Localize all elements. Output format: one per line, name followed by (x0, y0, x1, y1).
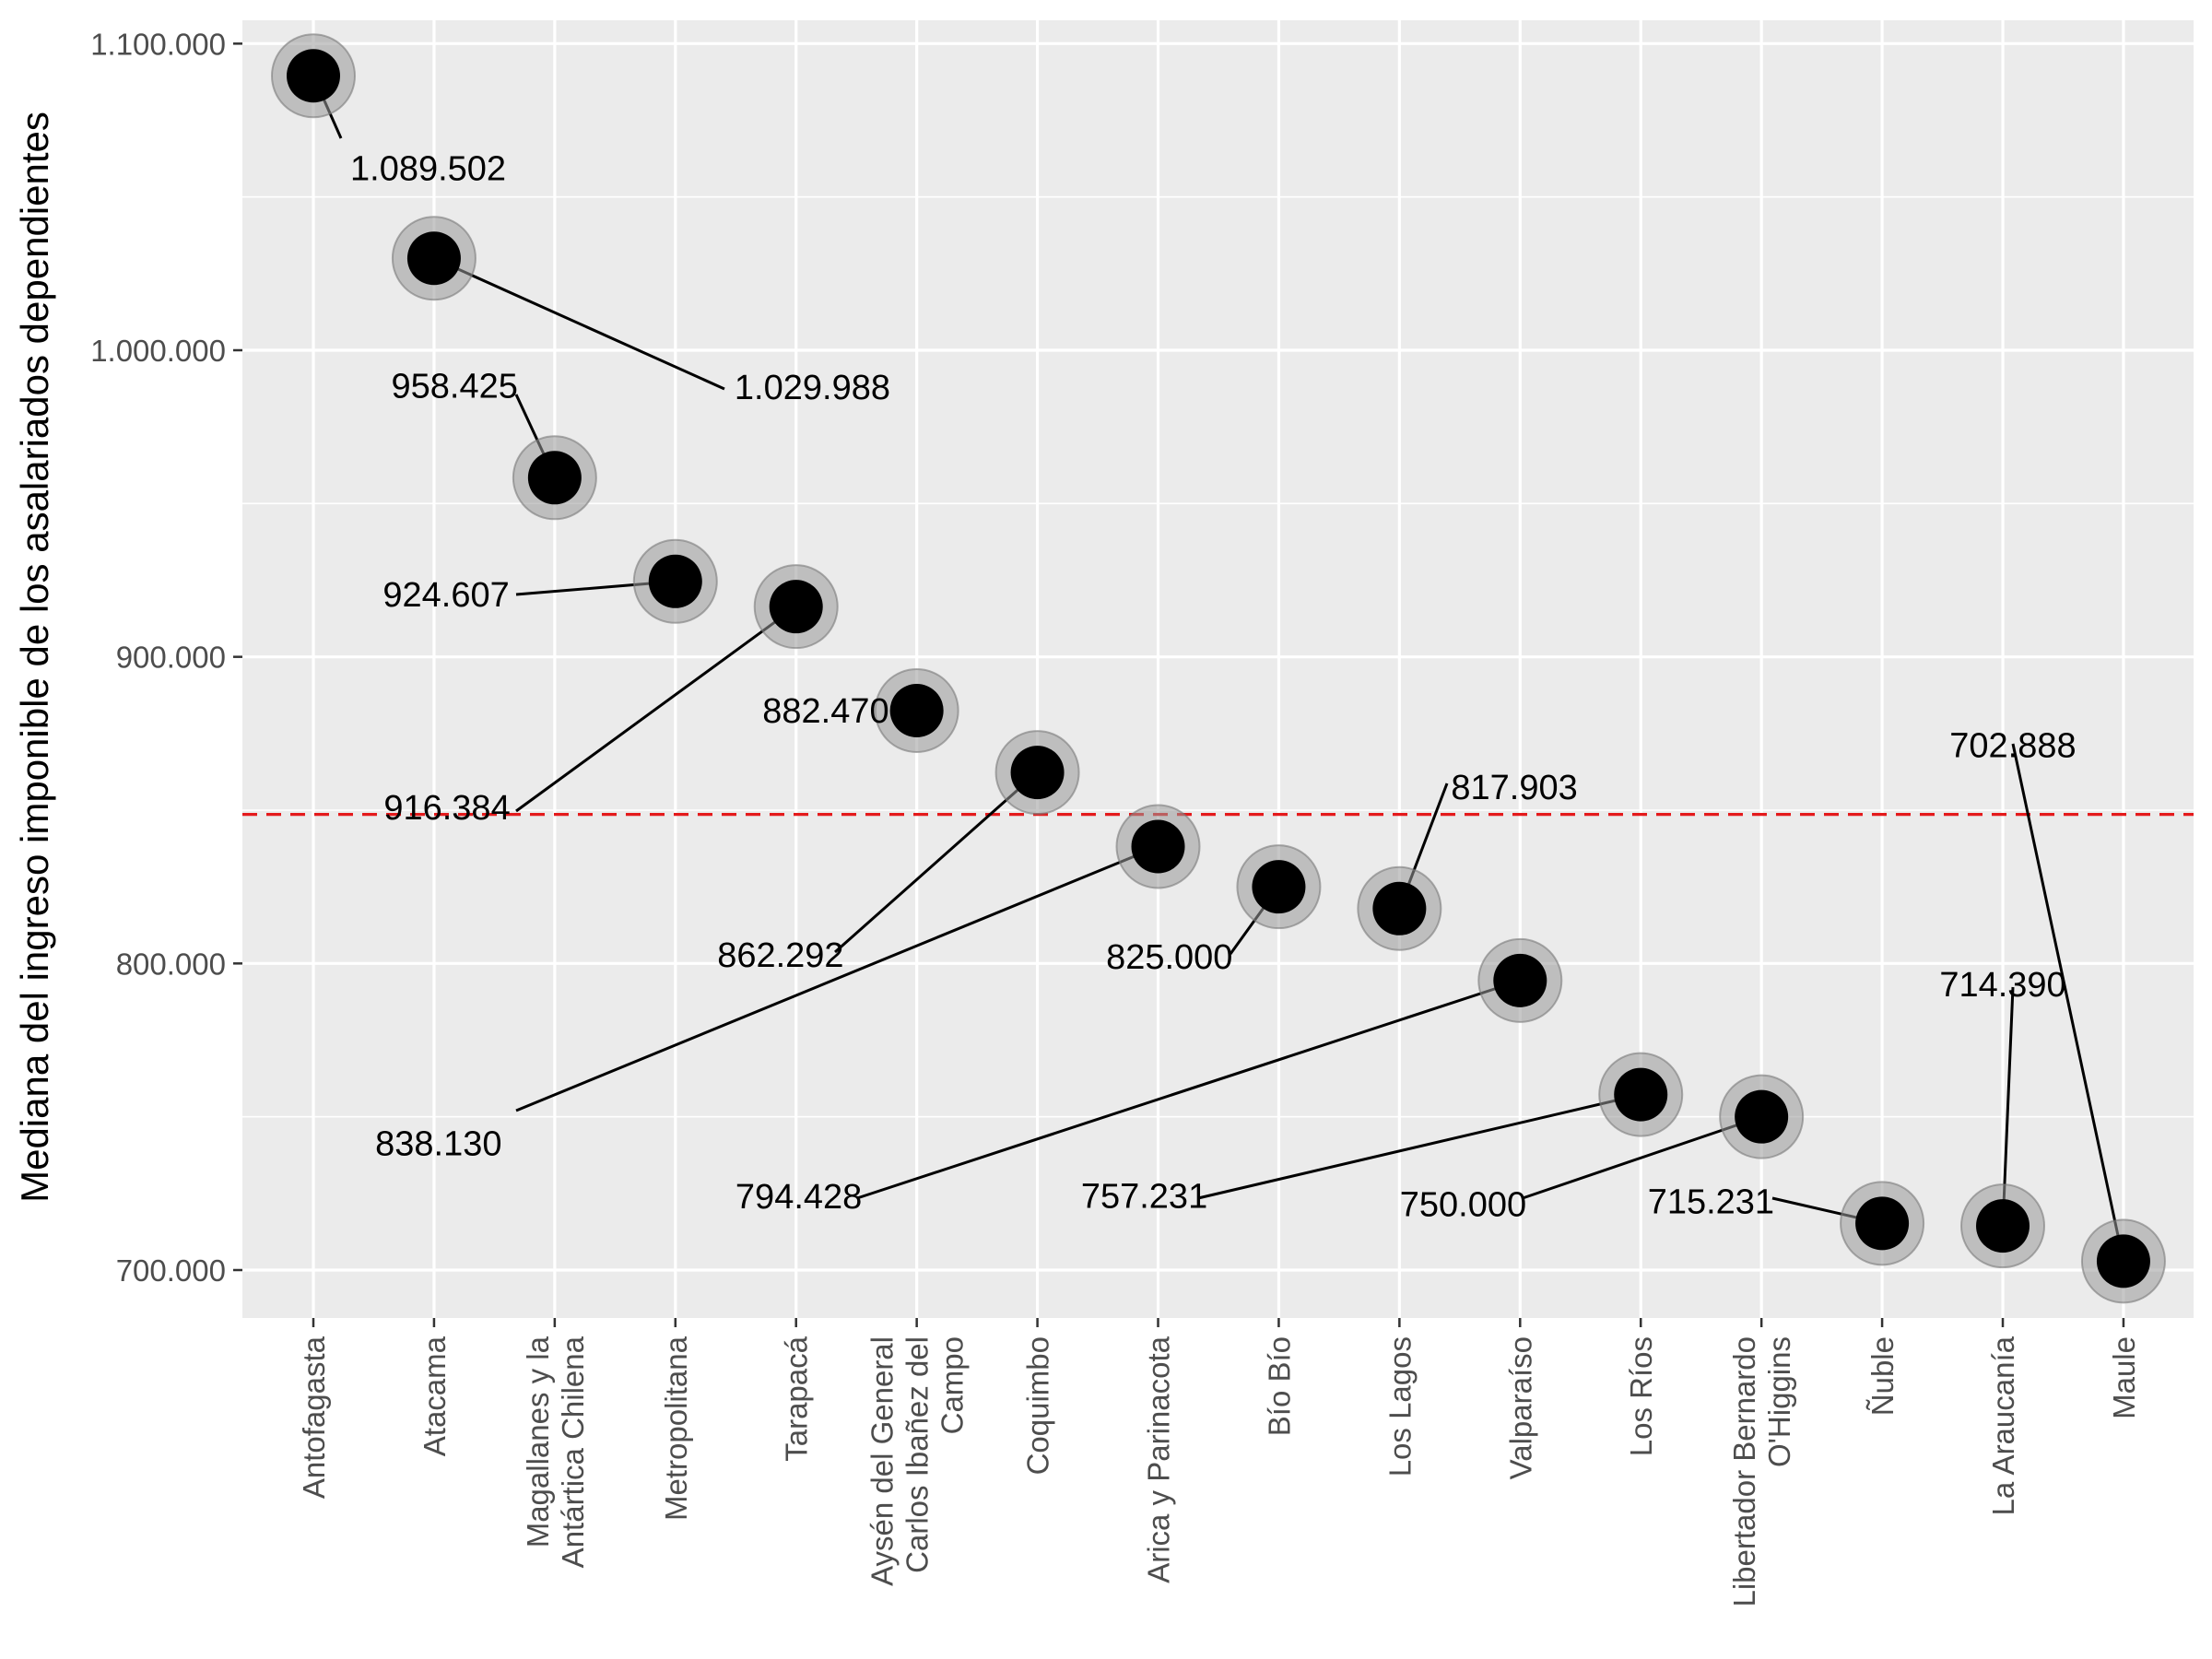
x-tick-label: La Araucanía (1986, 1335, 2020, 1515)
x-tick-label-line: Magallanes y la (521, 1335, 555, 1547)
data-point (406, 231, 461, 286)
x-tick-label-line: Carlos Ibañez del (900, 1336, 935, 1573)
x-tick-label-line: Antofagasta (297, 1335, 331, 1499)
label-leader (1197, 1093, 1641, 1200)
x-tick-label: Los Ríos (1624, 1336, 1658, 1456)
data-label: 757.231 (1081, 1178, 1207, 1217)
x-tick-label-line: Coquimbo (1021, 1336, 1055, 1475)
x-tick-label: Coquimbo (1021, 1336, 1055, 1475)
x-tick-label-line: Los Ríos (1624, 1336, 1658, 1456)
data-label: 958.425 (391, 367, 517, 406)
x-tick-label-line: Los Lagos (1382, 1336, 1417, 1477)
x-tick-label-line: Metropolitana (659, 1335, 693, 1521)
data-label: 1.029.988 (735, 369, 890, 407)
y-tick-label: 900.000 (116, 641, 226, 675)
x-tick-label: Maule (2107, 1336, 2141, 1419)
data-point (1372, 881, 1427, 935)
data-label: 794.428 (735, 1178, 862, 1217)
data-label: 924.607 (382, 576, 509, 615)
x-axis: Antofagasta Atacama Magallanes y la Antárti… (297, 1318, 2141, 1607)
data-point (648, 554, 702, 608)
x-tick-label-line: Aysén del General (865, 1336, 900, 1586)
x-tick-label-line: Ñuble (1865, 1336, 1900, 1416)
x-tick-label-line: Atacama (418, 1335, 452, 1456)
y-tick-label: 1.100.000 (90, 27, 226, 61)
y-tick-label: 800.000 (116, 947, 226, 981)
y-tick-label: 700.000 (116, 1253, 226, 1288)
x-tick-label-line: Maule (2107, 1336, 2141, 1419)
label-leader (2011, 743, 2125, 1262)
x-tick-label: Arica y Parinacota (1142, 1335, 1176, 1583)
data-label: 817.903 (1451, 769, 1577, 807)
data-point (1855, 1196, 1910, 1251)
data-point (1493, 953, 1547, 1007)
x-tick-label: Atacama (418, 1335, 452, 1456)
data-label: 825.000 (1106, 938, 1232, 977)
label-leader (856, 979, 1521, 1200)
data-point (769, 580, 823, 634)
data-label: 715.231 (1648, 1182, 1774, 1221)
data-point (1614, 1067, 1668, 1122)
data-points (271, 33, 2166, 1304)
data-point (889, 683, 944, 737)
x-tick-label: Magallanes y la Antártica Chilena (521, 1335, 590, 1568)
y-tick-label: 1.000.000 (90, 334, 226, 368)
data-label: 882.470 (762, 692, 888, 731)
x-tick-label: Tarapacá (780, 1335, 814, 1461)
x-tick-label: Los Lagos (1382, 1336, 1417, 1477)
x-tick-label-line: La Araucanía (1986, 1335, 2020, 1515)
data-label: 1.089.502 (350, 149, 506, 188)
x-tick-label-line: Tarapacá (780, 1335, 814, 1461)
y-axis-title: Mediana del ingreso imponible de los asa… (13, 112, 56, 1203)
data-point (287, 49, 340, 103)
data-label: 916.384 (383, 789, 510, 828)
x-tick-label: Ñuble (1865, 1336, 1900, 1416)
data-point (1131, 819, 1185, 874)
x-tick-label: Libertador Bernardo O'Higgins (1727, 1336, 1796, 1607)
x-tick-label: Metropolitana (659, 1335, 693, 1521)
x-tick-label-line: Valparaíso (1503, 1336, 1537, 1479)
data-label: 750.000 (1400, 1186, 1526, 1225)
data-label: 862.292 (717, 936, 843, 975)
data-point (1976, 1199, 2030, 1253)
data-point (2096, 1234, 2150, 1288)
data-point (527, 451, 582, 505)
x-tick-label-line: Antártica Chilena (556, 1335, 590, 1568)
x-tick-label-line: Arica y Parinacota (1142, 1335, 1176, 1583)
x-tick-label: Valparaíso (1503, 1336, 1537, 1479)
x-tick-label-line: Libertador Bernardo (1727, 1336, 1761, 1607)
data-label: 714.390 (1939, 966, 2065, 1005)
label-leaders (312, 75, 2125, 1262)
data-point (1010, 746, 1065, 800)
x-tick-label: Bío Bío (1262, 1336, 1296, 1436)
x-tick-label-line: Bío Bío (1262, 1336, 1296, 1436)
x-tick-label: Antofagasta (297, 1335, 331, 1499)
data-point (1252, 860, 1306, 914)
y-axis: 700.000 800.000 900.000 1.000.000 1.100.000 (90, 27, 242, 1288)
label-leader (433, 256, 725, 391)
x-tick-label-line: Campo (935, 1336, 970, 1434)
plot-panel (242, 20, 2194, 1318)
data-label: 702.888 (1949, 726, 2076, 765)
label-leader (515, 845, 1159, 1112)
label-leader (834, 771, 1039, 954)
data-labels: 1.089.502 1.029.988 958.425 924.607 916.384 8… (350, 149, 2077, 1224)
x-tick-label-line: O'Higgins (1762, 1336, 1796, 1467)
data-label: 838.130 (375, 1124, 501, 1163)
x-tick-label: Aysén del General Carlos Ibañez del Campo (865, 1336, 970, 1586)
label-leader (515, 605, 797, 813)
data-point (1735, 1089, 1789, 1144)
